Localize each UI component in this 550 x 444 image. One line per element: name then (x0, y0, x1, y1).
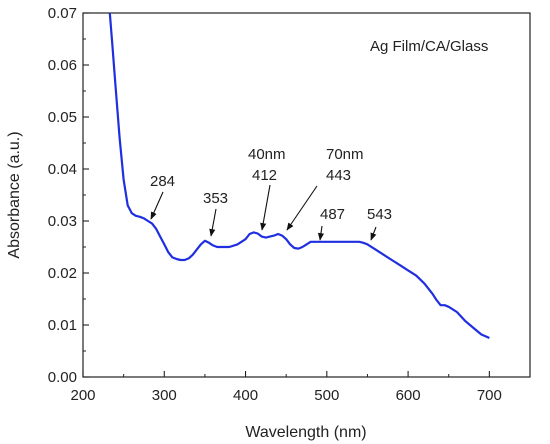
plot-frame (82, 12, 531, 378)
y-axis: 0.00 0.01 0.02 0.03 0.04 0.05 0.06 0.07 (48, 5, 89, 386)
annotation-arrow-487 (317, 225, 325, 241)
annotation-353: 353 (203, 190, 228, 207)
y-tick-label: 0.03 (48, 213, 77, 230)
annotation-487: 487 (320, 206, 345, 223)
annotation-arrow-412 (260, 184, 271, 231)
x-tick-label: 600 (396, 387, 421, 404)
annotation-284: 284 (150, 173, 175, 190)
annotation-412: 412 (252, 167, 277, 184)
x-tick-label: 400 (233, 387, 258, 404)
y-tick-label: 0.06 (48, 57, 77, 74)
legend-label: Ag Film/CA/Glass (370, 38, 488, 55)
x-tick-label: 200 (70, 387, 95, 404)
x-axis: 200 300 400 500 600 700 (70, 371, 531, 404)
y-tick-label: 0.04 (48, 161, 77, 178)
annotation-arrow-353 (209, 208, 217, 237)
series-line (108, 12, 490, 340)
y-tick-label: 0.07 (48, 5, 77, 22)
x-tick-label: 500 (314, 387, 339, 404)
annotation-70nm: 70nm (326, 146, 364, 163)
annotation-arrow-543 (370, 226, 377, 241)
y-tick-label: 0.02 (48, 265, 77, 282)
peak-annotations: 284 353 40nm 412 70nm 443 487 543 (150, 146, 392, 241)
y-tick-label: 0.00 (48, 369, 77, 386)
annotation-40nm: 40nm (248, 146, 286, 163)
x-axis-title: Wavelength (nm) (245, 424, 366, 441)
annotation-443: 443 (326, 167, 351, 184)
annotation-arrow-284 (150, 191, 164, 220)
x-tick-label: 700 (477, 387, 502, 404)
y-tick-label: 0.01 (48, 317, 77, 334)
x-tick-label: 300 (152, 387, 177, 404)
y-tick-label: 0.05 (48, 109, 77, 126)
annotation-543: 543 (367, 206, 392, 223)
annotation-arrow-443 (286, 185, 318, 231)
y-axis-title: Absorbance (a.u.) (6, 131, 23, 258)
